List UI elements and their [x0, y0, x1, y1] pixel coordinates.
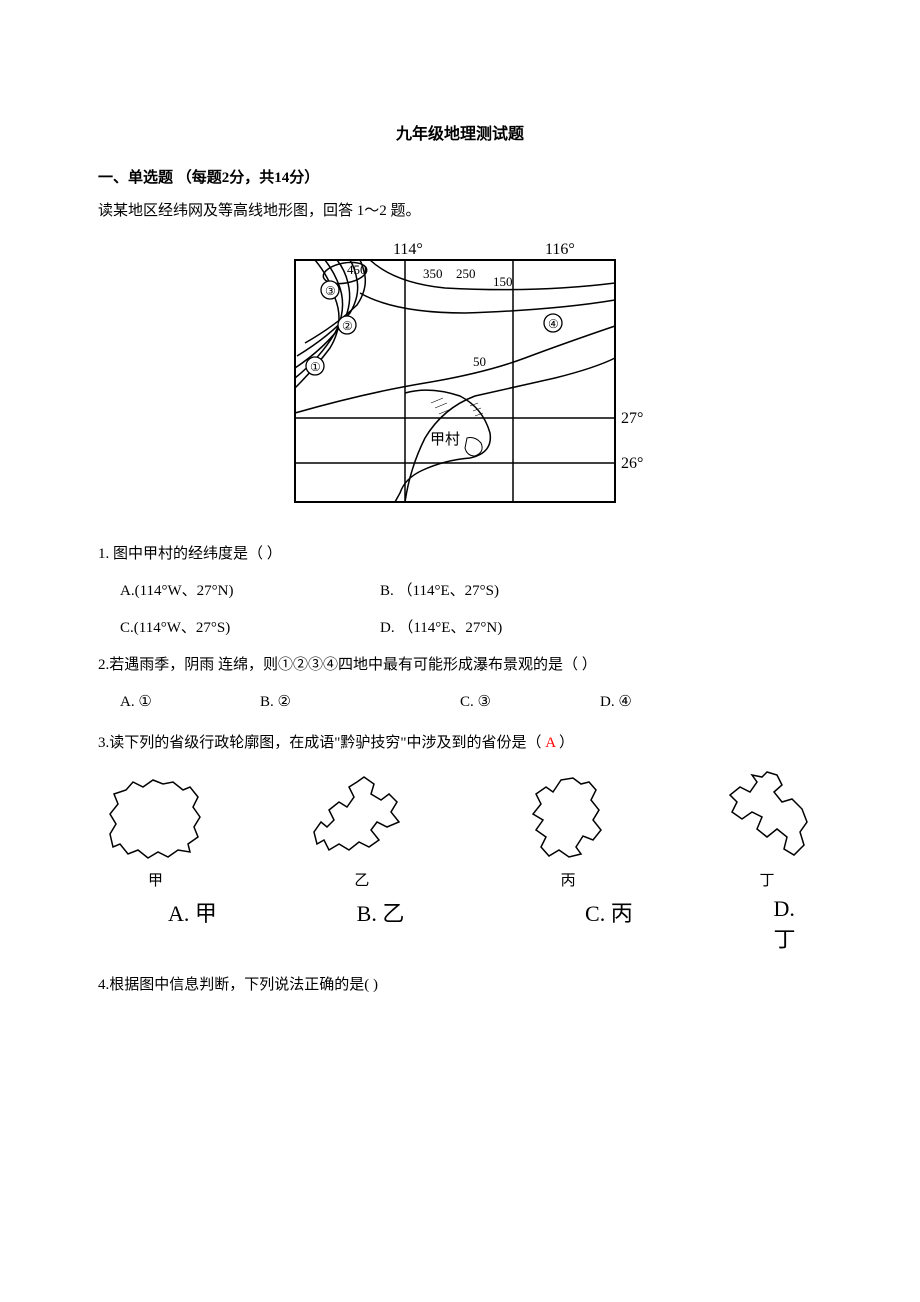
village-label: 甲村	[430, 431, 460, 448]
province-jia: 甲	[98, 772, 213, 890]
q1-text: 1. 图中甲村的经纬度是（ ）	[98, 541, 822, 568]
marker-2: ②	[342, 319, 353, 333]
contour-150: 150	[493, 274, 513, 289]
marker-4: ④	[548, 317, 559, 331]
lon-label-1: 114°	[393, 241, 423, 258]
q2-text: 2.若遇雨季，阴雨 连绵，则①②③④四地中最有可能形成瀑布景观的是（ ）	[98, 652, 822, 679]
lat-label-2: 26°	[621, 455, 643, 472]
q3-answer-options: A. 甲 B. 乙 C. 丙 D. 丁	[98, 896, 822, 954]
page-title: 九年级地理测试题	[98, 120, 822, 144]
q1-opt-d: D. （114°E、27°N)	[380, 615, 502, 642]
q3-ans-d: D. 丁	[764, 896, 822, 954]
q1-opt-c: C.(114°W、27°S)	[120, 615, 380, 642]
q3-ans-a: A. 甲	[98, 896, 327, 954]
q2-options: A. ① B. ② C. ③ D. ④	[98, 689, 822, 716]
contour-450: 450	[347, 262, 367, 277]
q1-opt-b: B. （114°E、27°S)	[380, 578, 499, 605]
contour-350: 350	[423, 266, 443, 281]
lon-label-2: 116°	[545, 241, 575, 258]
q1-options-row1: A.(114°W、27°N) B. （114°E、27°S)	[98, 578, 822, 605]
q1-options-row2: C.(114°W、27°S) D. （114°E、27°N)	[98, 615, 822, 642]
q4-text: 4.根据图中信息判断，下列说法正确的是( )	[98, 972, 822, 999]
province-bing: 丙	[511, 772, 626, 890]
prov-label-bing: 丙	[511, 869, 626, 890]
q2-opt-a: A. ①	[120, 689, 260, 716]
q2-opt-d: D. ④	[600, 689, 632, 716]
contour-50: 50	[473, 354, 486, 369]
contour-250: 250	[456, 266, 476, 281]
intro-text: 读某地区经纬网及等高线地形图，回答 1～2 题。	[98, 199, 822, 220]
prov-label-jia: 甲	[98, 869, 213, 890]
contour-map-figure: 114° 116° 27° 26° 450 350 250 150	[98, 238, 822, 513]
q2-opt-b: B. ②	[260, 689, 460, 716]
q3-answer-mark: A	[545, 735, 555, 751]
province-outlines-row: 甲 乙 丙 丁	[98, 767, 822, 890]
prov-label-ding: 丁	[712, 869, 822, 890]
q3-ans-b: B. 乙	[327, 896, 555, 954]
lat-label-1: 27°	[621, 410, 643, 427]
province-yi: 乙	[299, 772, 424, 890]
q2-opt-c: C. ③	[460, 689, 600, 716]
section-header: 一、单选题 （每题2分，共14分）	[98, 166, 822, 187]
marker-3: ③	[325, 284, 336, 298]
prov-label-yi: 乙	[299, 869, 424, 890]
province-ding: 丁	[712, 767, 822, 890]
q1-opt-a: A.(114°W、27°N)	[120, 578, 380, 605]
q3-text: 3.读下列的省级行政轮廓图，在成语"黔驴技穷"中涉及到的省份是（ A ）	[98, 730, 822, 757]
q3-ans-c: C. 丙	[555, 896, 764, 954]
marker-1: ①	[310, 360, 321, 374]
